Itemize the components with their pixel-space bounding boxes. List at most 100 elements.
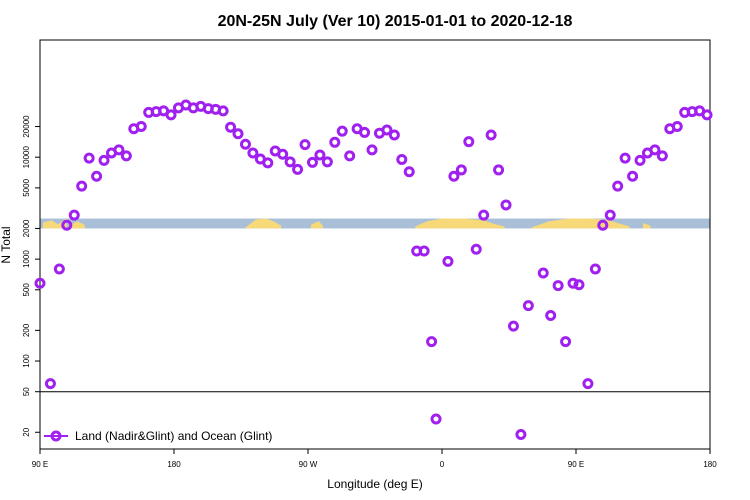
data-point (91, 170, 103, 182)
y-tick-label: 100 (22, 354, 31, 368)
data-point (98, 154, 110, 166)
data-point (567, 277, 579, 289)
map-land-3 (245, 218, 282, 229)
map-land-7 (643, 223, 651, 229)
data-point (359, 126, 371, 138)
x-tick-label: 90 E (32, 460, 48, 469)
data-point (485, 129, 497, 141)
data-point (61, 219, 73, 231)
map-land-4 (310, 221, 323, 229)
data-point (560, 336, 572, 348)
data-point (478, 209, 490, 221)
data-point (135, 121, 147, 133)
x-tick-label: 90 E (568, 460, 584, 469)
data-point (430, 413, 442, 425)
data-point (239, 138, 251, 150)
data-point (500, 199, 512, 211)
data-point (113, 144, 125, 156)
x-tick-label: 0 (440, 460, 445, 469)
x-axis: 90 E 180 90 W 0 90 E 180 (32, 449, 717, 469)
data-point (83, 152, 95, 164)
data-point (507, 320, 519, 332)
data-point (627, 170, 639, 182)
y-axis-label: N Total (0, 226, 13, 263)
data-point (493, 164, 505, 176)
data-point (515, 429, 527, 441)
data-point (120, 150, 132, 162)
data-point (403, 166, 415, 178)
map-land-2 (69, 221, 85, 229)
data-point (277, 148, 289, 160)
legend: Land (Nadir&Glint) and Ocean (Glint) (44, 429, 272, 443)
y-tick-label: 500 (22, 283, 31, 297)
data-point (701, 109, 713, 121)
x-tick-label: 180 (703, 460, 717, 469)
data-point (292, 163, 304, 175)
plot-border (39, 39, 711, 450)
data-point (573, 279, 585, 291)
data-point (306, 156, 318, 168)
data-point (455, 164, 467, 176)
y-tick-label: 50 (22, 387, 31, 396)
data-point (217, 105, 229, 117)
data-point (299, 139, 311, 151)
data-point (329, 136, 341, 148)
data-point (470, 243, 482, 255)
data-point (344, 150, 356, 162)
data-point (604, 209, 616, 221)
data-point (426, 336, 438, 348)
map-strip (40, 218, 710, 229)
data-point (68, 209, 80, 221)
data-point (34, 277, 46, 289)
y-tick-label: 2000 (22, 219, 31, 237)
data-point (537, 267, 549, 279)
legend-label: Land (Nadir&Glint) and Ocean (Glint) (75, 429, 272, 443)
data-point (247, 147, 259, 159)
x-tick-label: 90 W (299, 460, 318, 469)
data-point (388, 129, 400, 141)
y-tick-label: 20000 (22, 115, 31, 138)
data-point (649, 144, 661, 156)
data-point (619, 152, 631, 164)
data-point (44, 378, 56, 390)
y-axis: 20 50 100 200 500 1000 2000 5000 10000 20000 (22, 115, 40, 437)
data-point (656, 150, 668, 162)
data-point (522, 300, 534, 312)
data-point (366, 144, 378, 156)
map-ocean (40, 218, 710, 229)
chart-title: 20N-25N July (Ver 10) 2015-01-01 to 2020… (218, 13, 573, 30)
data-point (545, 309, 557, 321)
data-point (76, 180, 88, 192)
data-point (336, 125, 348, 137)
data-point (418, 245, 430, 257)
data-point (634, 154, 646, 166)
plot-frame (39, 39, 711, 450)
data-point (612, 180, 624, 192)
data-point (262, 157, 274, 169)
y-tick-label: 200 (22, 323, 31, 337)
data-point (448, 170, 460, 182)
y-tick-label: 20 (22, 427, 31, 436)
data-point (53, 263, 65, 275)
data-point (381, 124, 393, 136)
data-point (165, 109, 177, 121)
data-point (463, 136, 475, 148)
map-land-5 (415, 218, 505, 229)
y-tick-label: 10000 (22, 146, 31, 169)
data-point (552, 280, 564, 292)
data-point (589, 263, 601, 275)
map-land-1 (42, 218, 67, 229)
data-point (442, 255, 454, 267)
x-axis-label: Longitude (deg E) (327, 477, 422, 491)
data-point (597, 219, 609, 231)
data-point (314, 149, 326, 161)
data-point (321, 156, 333, 168)
data-points (34, 99, 713, 441)
data-point (671, 121, 683, 133)
data-point (225, 121, 237, 133)
data-point (582, 378, 594, 390)
y-tick-label: 5000 (22, 178, 31, 196)
data-point (396, 153, 408, 165)
data-point (284, 156, 296, 168)
